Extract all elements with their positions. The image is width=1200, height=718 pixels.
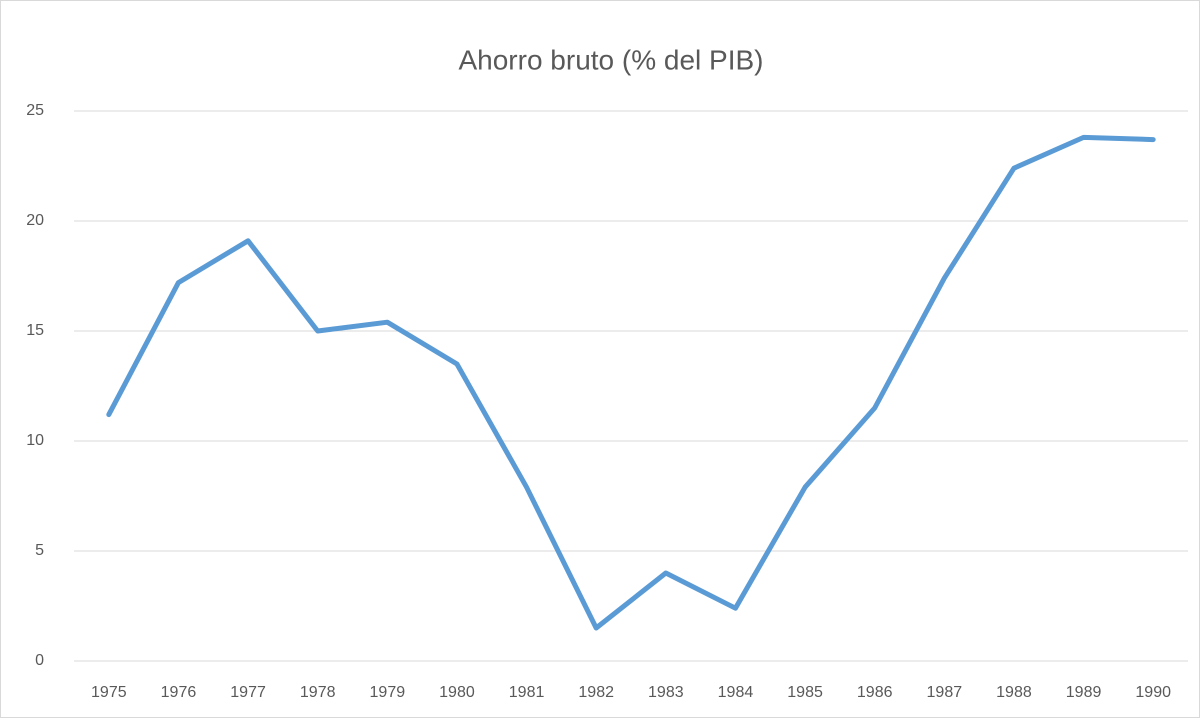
x-tick-label: 1978 (300, 684, 336, 701)
x-tick-label: 1982 (578, 684, 614, 701)
x-tick-label: 1980 (439, 684, 475, 701)
y-tick-label: 20 (26, 212, 44, 229)
y-tick-label: 0 (35, 652, 44, 669)
x-tick-label: 1990 (1135, 684, 1171, 701)
y-tick-label: 10 (26, 432, 44, 449)
x-tick-label: 1979 (370, 684, 406, 701)
x-tick-label: 1976 (161, 684, 197, 701)
x-tick-label: 1984 (718, 684, 754, 701)
x-tick-label: 1981 (509, 684, 545, 701)
x-tick-label: 1986 (857, 684, 893, 701)
y-tick-label: 15 (26, 322, 44, 339)
x-tick-label: 1989 (1066, 684, 1102, 701)
x-tick-label: 1985 (787, 684, 823, 701)
x-tick-label: 1983 (648, 684, 684, 701)
y-tick-label: 25 (26, 102, 44, 119)
x-tick-label: 1988 (996, 684, 1032, 701)
x-tick-label: 1975 (91, 684, 127, 701)
x-tick-label: 1987 (927, 684, 963, 701)
series-line (106, 134, 1156, 631)
y-tick-label: 5 (35, 542, 44, 559)
x-tick-label: 1977 (230, 684, 266, 701)
chart-title: Ahorro bruto (% del PIB) (458, 44, 763, 75)
